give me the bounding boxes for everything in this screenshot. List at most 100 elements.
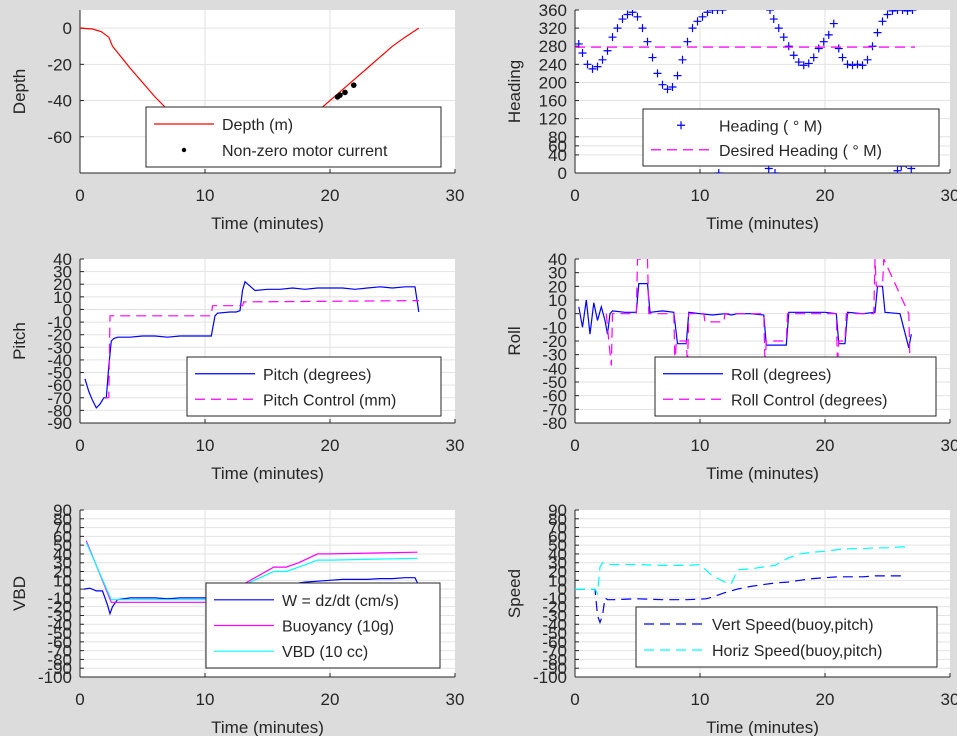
y-tick-label: -30 — [47, 338, 72, 357]
x-tick-label: 0 — [570, 186, 579, 205]
y-tick-label: -50 — [47, 624, 72, 643]
y-tick-label: -30 — [47, 606, 72, 625]
data-point — [578, 49, 587, 58]
data-point — [893, 166, 902, 173]
data-point — [623, 10, 632, 19]
data-point — [809, 53, 818, 62]
data-point — [718, 10, 727, 14]
legend: Heading ( ° M) Desired Heading ( ° M) — [642, 108, 940, 167]
chart-roll: 0 10 20 30403020100-10-20-30-40-50-60-70-80… — [505, 250, 957, 483]
y-tick-label: -90 — [47, 414, 72, 433]
x-tick-label: 30 — [941, 186, 957, 205]
data-point — [658, 80, 667, 89]
y-tick-label: 10 — [53, 571, 72, 590]
y-tick-label: -100 — [38, 668, 72, 687]
data-point — [848, 61, 857, 70]
x-tick-label: 10 — [196, 186, 215, 205]
y-tick-label: 70 — [53, 519, 72, 538]
x-tick-label: 30 — [941, 436, 957, 455]
y-axis-label: Depth — [10, 69, 29, 114]
series-layer — [84, 280, 420, 409]
legend-label: W = dz/dt (cm/s) — [282, 593, 399, 610]
x-tick-label: 20 — [816, 690, 835, 709]
legend-label: Buoyancy (10g) — [282, 619, 394, 636]
y-tick-label: -20 — [47, 55, 72, 74]
x-tick-label: 30 — [446, 186, 465, 205]
x-tick-label: 30 — [446, 690, 465, 709]
y-tick-label: 60 — [548, 527, 567, 546]
data-point — [908, 10, 917, 14]
y-tick-label: -30 — [542, 346, 567, 365]
y-axis-label: Pitch — [10, 322, 29, 360]
data-point — [633, 12, 642, 21]
data-point — [819, 37, 828, 46]
y-tick-label: -80 — [47, 401, 72, 420]
data-point — [868, 42, 877, 51]
y-tick-label: 0 — [558, 580, 567, 599]
legend: Depth (m) Non-zero motor current — [145, 106, 442, 168]
data-point — [638, 24, 647, 33]
y-tick-label: 20 — [548, 277, 567, 296]
data-point — [350, 82, 357, 88]
y-tick-label: 20 — [53, 563, 72, 582]
data-point — [608, 33, 617, 42]
x-tick-label: 0 — [570, 436, 579, 455]
data-point — [648, 53, 657, 62]
data-point — [824, 30, 833, 39]
data-point — [708, 10, 717, 14]
x-axis-label: Time (minutes) — [211, 464, 324, 483]
y-tick-label: 30 — [53, 263, 72, 282]
legend-swatch — [677, 121, 685, 130]
data-point — [643, 37, 652, 46]
data-point — [628, 10, 637, 17]
y-tick-label: -70 — [47, 389, 72, 408]
legend: Roll (degrees) Roll Control (degrees) — [654, 356, 937, 417]
x-tick-label: 20 — [321, 186, 340, 205]
series-layer — [578, 259, 912, 367]
data-point — [613, 24, 622, 33]
y-tick-label: 80 — [548, 128, 567, 147]
y-tick-label: 60 — [53, 527, 72, 546]
y-tick-label: -90 — [542, 659, 567, 678]
data-point — [588, 64, 597, 73]
data-point — [878, 17, 887, 26]
y-tick-label: -50 — [542, 624, 567, 643]
legend-label: Roll Control (degrees) — [731, 392, 888, 409]
x-tick-label: 10 — [691, 186, 710, 205]
y-tick-label: 80 — [53, 510, 72, 529]
data-point — [873, 28, 882, 37]
legend: Pitch (degrees) Pitch Control (mm) — [186, 356, 442, 417]
y-tick-label: 50 — [548, 536, 567, 555]
y-tick-label: 0 — [63, 300, 72, 319]
y-tick-label: -80 — [542, 650, 567, 669]
y-tick-label: 10 — [548, 571, 567, 590]
y-tick-label: -80 — [47, 650, 72, 669]
legend-box — [186, 356, 442, 417]
y-tick-label: 90 — [548, 501, 567, 520]
y-tick-label: 0 — [63, 19, 72, 38]
legend-box — [145, 106, 442, 168]
x-tick-label: 10 — [196, 690, 215, 709]
y-tick-label: 20 — [548, 563, 567, 582]
y-tick-label: 40 — [53, 250, 72, 269]
data-point — [698, 12, 707, 21]
y-axis-label: Heading — [505, 60, 524, 123]
y-tick-label: -40 — [542, 615, 567, 634]
y-tick-label: 40 — [53, 545, 72, 564]
data-point — [678, 55, 687, 64]
data-point — [603, 46, 612, 55]
y-tick-label: -70 — [542, 400, 567, 419]
x-tick-label: 10 — [691, 690, 710, 709]
y-tick-label: 160 — [539, 92, 567, 111]
chart-heading: 0 10 20 300406080120160200240280320360Time … — [505, 1, 957, 233]
legend-label: Horiz Speed(buoy,pitch) — [712, 643, 882, 660]
series-line — [605, 259, 912, 367]
y-axis-label: Speed — [505, 569, 524, 618]
y-tick-label: 90 — [53, 501, 72, 520]
y-tick-label: -20 — [542, 598, 567, 617]
data-point — [342, 89, 348, 96]
y-tick-label: 80 — [548, 510, 567, 529]
y-tick-label: 20 — [53, 275, 72, 294]
data-point — [853, 60, 862, 69]
